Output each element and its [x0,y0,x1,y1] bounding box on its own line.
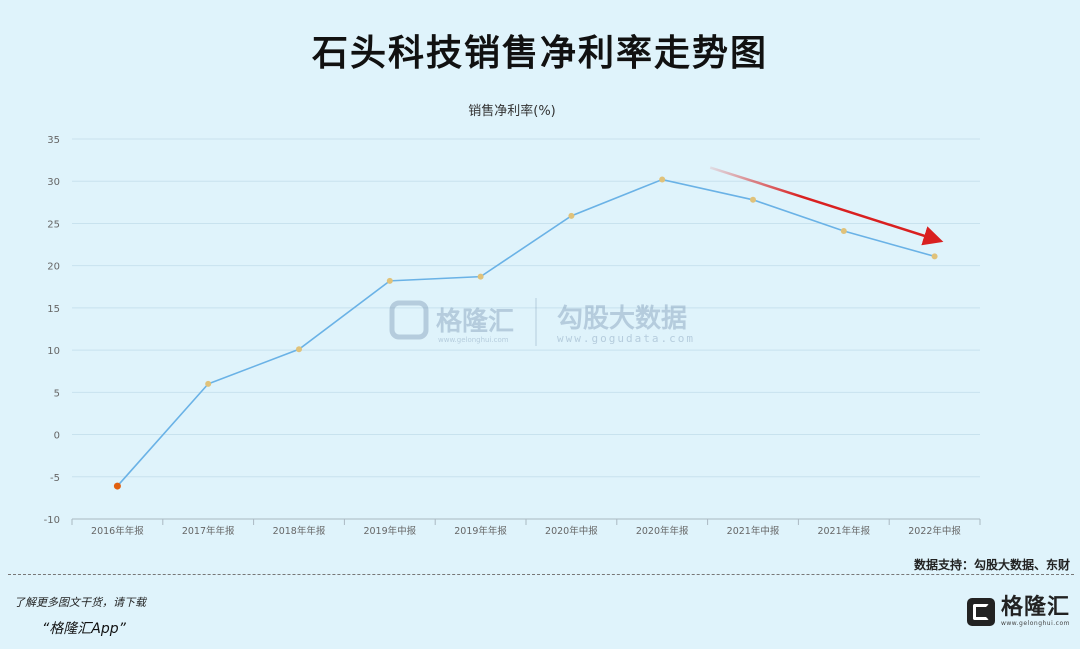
x-tick-label: 2021年年报 [817,525,870,537]
y-axis-ticks: -10 -5 0 5 10 15 20 25 30 35 [44,135,60,526]
data-point [840,228,847,235]
brand-url: www.gelonghui.com [1000,620,1070,627]
y-tick-label: 30 [47,177,60,188]
page-title: 石头科技销售净利率走势图 [311,33,768,74]
brand-name: 格隆汇 [1000,595,1070,620]
data-source-note: 数据支持：勾股大数据、东财 [913,558,1070,572]
line-chart: 销售净利率(%) -10 -5 0 5 10 15 20 25 30 35 2016年年报 2017… [44,103,981,537]
data-point [205,380,212,387]
x-tick-label: 2019年年报 [454,525,507,537]
data-point [477,273,484,280]
data-point [931,253,938,260]
trend-arrow [709,166,944,246]
watermark-right-name: 勾股大数据 [557,304,687,334]
y-tick-label: 35 [47,135,60,146]
y-tick-label: -5 [50,473,60,484]
x-tick-label: 2020年年报 [636,525,689,537]
promo-app-name: “格隆汇App” [42,621,126,637]
x-tick-label: 2016年年报 [91,525,144,537]
y-tick-label: 5 [54,388,60,399]
x-axis-ticks: 2016年年报 2017年年报 2018年年报 2019年中报 2019年年报 2020年… [71,519,981,537]
x-tick-label: 2020年中报 [545,525,598,537]
x-tick-label: 2018年年报 [273,525,326,537]
brand-logo-block: 格隆汇 www.gelonghui.com [966,595,1070,627]
data-point [568,212,575,219]
data-points [113,176,938,490]
x-tick-label: 2017年年报 [182,525,235,537]
footer-divider [8,574,1074,575]
x-tick-label: 2019年中报 [363,525,416,537]
y-tick-label: 25 [47,219,60,230]
watermark-left-name: 格隆汇 [436,306,514,337]
data-point [659,176,666,183]
series-line [116,178,935,487]
y-tick-label: 20 [47,262,60,273]
y-tick-label: 15 [47,304,60,315]
data-point [296,346,302,353]
chart-gridlines [72,138,980,520]
brand-logo-icon [966,597,995,626]
y-tick-label: 0 [54,431,60,442]
data-point [113,482,121,490]
y-tick-label: 10 [47,346,60,357]
watermark-right-url: www.gogudata.com [557,332,695,345]
promo-text: 了解更多图文干货，请下载 [14,596,146,609]
chart-title: 销售净利率(%) [468,103,556,119]
data-point [750,196,756,203]
y-tick-label: -10 [44,515,60,526]
data-point [386,277,393,284]
x-tick-label: 2022年中报 [908,525,961,537]
watermark-logo-icon [389,300,429,340]
watermark: 格隆汇 www.gelonghui.com 勾股大数据 www.gogudata… [389,298,695,346]
watermark-left-url: www.gelonghui.com [438,336,509,344]
x-tick-label: 2021年中报 [727,525,780,537]
